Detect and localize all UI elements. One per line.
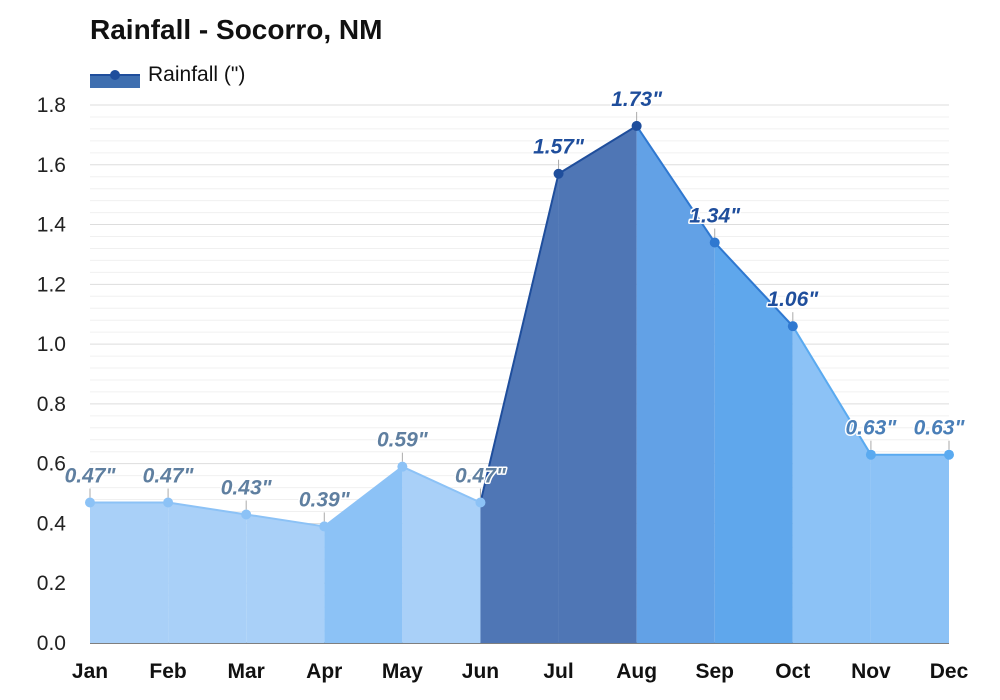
data-point [85, 497, 95, 508]
x-tick-label: May [382, 660, 423, 683]
data-label: 0.63" [845, 417, 897, 440]
area-segment [324, 466, 403, 643]
x-tick-label: Dec [930, 660, 969, 683]
data-point [163, 497, 174, 508]
x-tick-label: Jan [72, 660, 108, 683]
data-label: 0.47" [143, 465, 195, 488]
y-tick-label: 1.4 [37, 214, 67, 237]
series-line-segment [479, 173, 560, 503]
data-label: 0.47" [455, 465, 507, 488]
area-segment [246, 514, 325, 643]
data-label: 0.39" [299, 488, 351, 511]
point-layer [85, 111, 954, 532]
series-line-segment [791, 325, 872, 456]
x-tick-label: Feb [149, 660, 186, 683]
x-tick-label: Sep [695, 660, 734, 683]
data-label: 0.43" [221, 476, 273, 499]
data-point [397, 461, 408, 472]
series-line-segment [246, 513, 325, 528]
area-segment [168, 502, 247, 643]
area-segment [90, 502, 169, 643]
y-axis: 0.0 0.2 0.4 0.6 0.8 1.0 1.2 1.4 1.6 1.8 [37, 94, 67, 655]
y-tick-label: 0.2 [37, 572, 66, 595]
y-tick-label: 1.8 [37, 94, 66, 117]
area-segment [714, 242, 793, 643]
series-line-segment [323, 465, 403, 528]
series-line-segment [635, 125, 716, 244]
area-layer [90, 125, 949, 643]
y-tick-label: 0.0 [37, 632, 66, 655]
series-line-segment [713, 241, 794, 327]
data-point [865, 449, 876, 460]
x-tick-label: Mar [228, 660, 265, 683]
area-segment [558, 125, 637, 643]
x-tick-label: Jul [543, 660, 573, 683]
data-label: 1.06" [767, 288, 819, 311]
x-axis: Jan Feb Mar Apr May Jun Jul Aug Sep Oct Nov Dec [72, 660, 969, 683]
area-segment [792, 326, 871, 643]
area-segment [870, 454, 949, 643]
data-point [631, 120, 642, 131]
data-point [475, 497, 486, 508]
data-label: 1.34" [689, 204, 741, 227]
data-label: 0.47" [65, 465, 117, 488]
x-tick-label: Nov [851, 660, 891, 683]
data-point [709, 237, 720, 248]
y-tick-label: 0.4 [37, 512, 67, 535]
chart-title: Rainfall - Socorro, NM [90, 14, 383, 45]
data-label: 1.73" [611, 88, 663, 111]
line-layer [90, 125, 949, 528]
data-point [319, 521, 330, 532]
y-tick-label: 1.2 [37, 273, 66, 296]
data-label: 1.57" [533, 136, 585, 159]
series-line-segment [401, 465, 481, 504]
data-label: 0.63" [914, 417, 966, 440]
series-line-segment [558, 125, 638, 175]
area-segment [402, 466, 481, 643]
x-tick-label: Aug [616, 660, 657, 683]
data-point [553, 168, 564, 179]
y-tick-label: 0.6 [37, 453, 66, 476]
area-segment [480, 173, 559, 643]
x-tick-label: Oct [775, 660, 810, 683]
legend: Rainfall (") [90, 60, 245, 90]
y-tick-label: 1.0 [37, 333, 66, 356]
y-tick-label: 0.8 [37, 393, 66, 416]
data-label: 0.59" [377, 429, 429, 452]
area-segment [636, 125, 715, 643]
y-tick-label: 1.6 [37, 154, 66, 177]
legend-label: Rainfall (") [148, 63, 246, 86]
series-line-segment [167, 501, 247, 516]
label-layer: 0.47" 0.47" 0.43" 0.39" 0.59" 0.47" 1.57" 1.73"… [63, 86, 967, 513]
data-point [787, 321, 798, 332]
x-tick-label: Apr [306, 660, 342, 683]
x-tick-label: Jun [462, 660, 499, 683]
data-point [241, 509, 252, 520]
data-point [944, 449, 954, 460]
legend-swatch-icon [90, 62, 140, 88]
